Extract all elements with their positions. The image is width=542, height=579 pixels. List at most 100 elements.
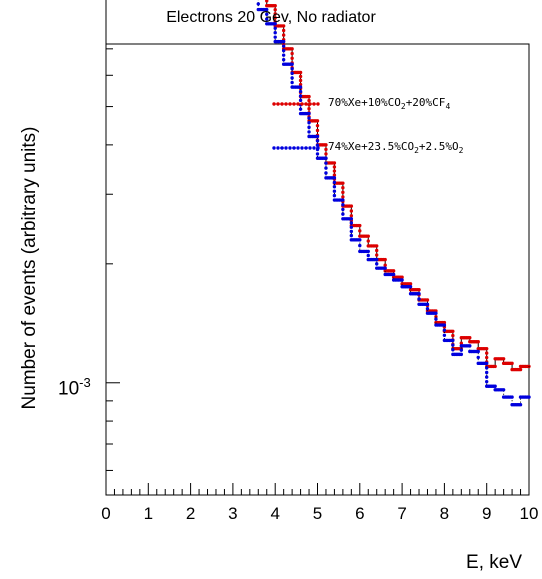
data-point — [298, 78, 303, 83]
x-tick-label: 4 — [270, 504, 279, 523]
data-point — [332, 161, 337, 165]
legend-label: 70%Xe+10%CO2+20%CF4 — [328, 96, 451, 112]
data-point — [518, 367, 523, 372]
data-point — [349, 229, 354, 234]
data-point — [324, 152, 328, 156]
data-point — [315, 123, 320, 128]
data-point — [341, 203, 345, 207]
data-point — [298, 107, 303, 111]
data-point — [476, 355, 480, 360]
series-step-line — [266, 0, 529, 371]
legend-marker — [292, 146, 296, 150]
data-point — [341, 186, 345, 190]
data-point — [442, 323, 447, 327]
data-point — [476, 349, 480, 354]
data-point — [349, 204, 354, 208]
plot-frame — [105, 43, 530, 496]
chart-title: Electrons 20 Gev, No radiator — [166, 9, 376, 26]
data-point — [332, 193, 337, 198]
data-point — [459, 348, 464, 352]
data-point — [375, 244, 379, 248]
data-point — [485, 370, 489, 375]
data-point — [408, 282, 413, 286]
data-point — [451, 343, 455, 347]
data-point — [476, 340, 480, 344]
series-1-markers — [256, 2, 531, 407]
data-point — [298, 85, 303, 89]
data-point — [341, 207, 345, 212]
data-point — [281, 44, 286, 48]
data-point — [375, 248, 379, 253]
data-point — [281, 48, 286, 53]
data-point — [451, 348, 455, 352]
data-point — [485, 361, 489, 366]
y-tick-label: 10-3 — [58, 374, 91, 400]
data-point — [324, 143, 328, 147]
data-point — [349, 217, 354, 221]
data-point — [315, 139, 320, 143]
data-point — [290, 67, 294, 71]
data-point — [375, 257, 379, 262]
data-point — [510, 361, 514, 366]
data-point — [281, 33, 286, 37]
data-point — [408, 285, 413, 289]
data-point — [298, 70, 303, 75]
data-point — [324, 147, 328, 152]
data-point — [468, 336, 472, 340]
y-axis-label: Number of events (arbitrary units) — [19, 126, 40, 410]
data-point — [459, 352, 464, 357]
data-point — [315, 143, 320, 147]
data-point — [383, 263, 387, 267]
data-point — [501, 357, 506, 361]
data-point — [298, 82, 303, 87]
data-point — [366, 239, 370, 243]
legend-marker — [280, 102, 284, 106]
data-point — [307, 130, 311, 134]
data-point — [273, 26, 277, 30]
series-0-markers — [265, 0, 531, 372]
data-point — [425, 298, 430, 302]
x-tick-label: 2 — [186, 504, 195, 523]
x-tick-label: 10 — [520, 504, 539, 523]
data-point — [366, 234, 370, 238]
data-point — [375, 253, 379, 257]
data-point — [451, 333, 455, 338]
x-tick-label: 8 — [440, 504, 449, 523]
data-point — [451, 338, 455, 343]
data-point — [332, 169, 337, 173]
data-point — [400, 278, 404, 282]
legend-marker — [288, 102, 292, 106]
data-point — [273, 8, 277, 12]
y-tick-label: 10-2 — [58, 0, 91, 5]
data-point — [307, 111, 311, 116]
series-step-line — [257, 0, 529, 406]
data-point — [485, 366, 489, 370]
data-point — [349, 214, 354, 218]
data-point — [442, 333, 447, 337]
legend-marker — [308, 102, 312, 106]
x-tick-label: 3 — [228, 504, 237, 523]
data-point — [265, 12, 269, 17]
data-point — [298, 89, 303, 94]
data-point — [332, 165, 337, 169]
data-point — [307, 116, 311, 120]
data-point — [307, 125, 311, 130]
data-point — [298, 74, 303, 79]
data-point — [375, 262, 379, 266]
data-point — [341, 181, 345, 185]
legend-marker — [292, 102, 296, 106]
data-point — [366, 249, 370, 254]
data-point — [501, 388, 506, 392]
data-point — [434, 311, 438, 315]
legend-marker — [284, 102, 288, 106]
legend-marker — [312, 146, 316, 150]
data-point — [256, 2, 260, 6]
data-point — [341, 212, 345, 216]
data-point — [332, 176, 337, 180]
data-point — [485, 379, 489, 384]
data-point — [281, 24, 286, 28]
data-point — [451, 329, 455, 333]
data-point — [468, 344, 472, 348]
data-point — [298, 98, 303, 103]
legend-marker — [300, 146, 304, 150]
